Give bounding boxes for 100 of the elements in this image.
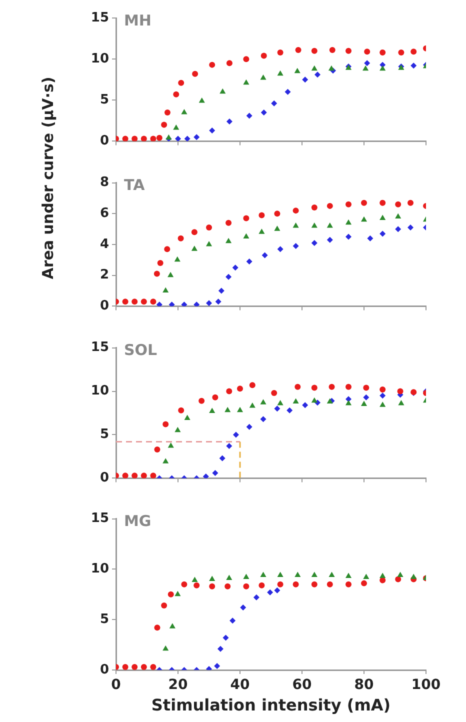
point	[380, 214, 386, 220]
point	[222, 634, 229, 641]
y-tick-label: 15	[90, 10, 109, 26]
y-tick-label: 5	[100, 612, 109, 627]
point	[243, 79, 250, 85]
point	[206, 224, 212, 231]
point	[345, 400, 352, 406]
y-tick-label: 0	[100, 662, 109, 678]
point	[271, 390, 278, 396]
point	[302, 76, 308, 83]
chart-title: MH	[124, 11, 152, 30]
point	[346, 48, 352, 54]
point	[154, 624, 160, 631]
point	[218, 288, 224, 294]
x-tick-label: 80	[354, 677, 374, 694]
point	[286, 407, 293, 414]
x-tick-label: 60	[292, 677, 312, 694]
point	[277, 70, 284, 76]
point	[226, 60, 232, 66]
point	[410, 48, 417, 55]
point	[209, 576, 216, 582]
point	[274, 587, 280, 594]
point	[122, 298, 128, 305]
point	[380, 49, 386, 56]
point	[246, 424, 252, 430]
point	[181, 581, 188, 588]
point	[132, 664, 138, 670]
point	[346, 581, 352, 588]
point	[162, 458, 169, 464]
y-tick-label: 0	[100, 134, 109, 149]
point	[260, 74, 266, 80]
point	[408, 200, 414, 206]
point	[184, 136, 190, 142]
point	[219, 455, 226, 462]
point	[168, 442, 174, 448]
point	[140, 136, 147, 142]
point	[314, 72, 320, 78]
point	[360, 400, 368, 406]
point	[311, 397, 318, 403]
chart-title: SOL	[124, 341, 158, 360]
point	[236, 406, 244, 412]
point	[191, 246, 198, 251]
point	[311, 384, 318, 391]
point	[232, 264, 238, 271]
point	[161, 122, 168, 128]
point	[178, 235, 184, 242]
point	[174, 256, 180, 262]
point	[150, 136, 156, 142]
point	[162, 287, 169, 293]
y-tick-label: 6	[100, 206, 109, 222]
point	[198, 398, 205, 404]
point	[150, 472, 156, 478]
point	[209, 62, 216, 68]
point	[140, 664, 147, 670]
point	[168, 272, 174, 278]
point	[274, 406, 280, 412]
x-axis-title: Stimulation intensity (mA)	[151, 696, 391, 715]
point	[243, 583, 250, 590]
point	[226, 443, 232, 450]
y-tick-label: 4	[100, 236, 109, 252]
point	[194, 582, 200, 588]
point	[249, 382, 256, 388]
point	[408, 224, 414, 231]
point	[184, 414, 190, 420]
point	[311, 48, 318, 54]
point	[397, 388, 404, 394]
point	[277, 400, 284, 406]
point	[326, 581, 333, 588]
point	[398, 400, 404, 406]
point	[294, 384, 301, 390]
point	[132, 136, 138, 142]
y-tick-label: 10	[90, 562, 109, 577]
point	[380, 200, 386, 206]
point	[226, 388, 232, 394]
x-tick-label: 20	[168, 677, 188, 694]
point	[157, 260, 164, 266]
point	[174, 590, 181, 596]
point	[292, 581, 299, 588]
point	[249, 402, 256, 408]
point	[302, 402, 308, 408]
point	[217, 646, 224, 652]
point	[380, 386, 386, 393]
point	[292, 222, 299, 228]
point	[191, 229, 198, 236]
x-tick-label: 0	[111, 677, 122, 694]
point	[246, 112, 252, 119]
point	[258, 228, 265, 234]
point	[232, 432, 239, 438]
point	[194, 302, 200, 306]
point	[274, 210, 280, 217]
point	[361, 580, 367, 586]
point	[361, 200, 367, 206]
point	[274, 226, 280, 231]
point	[226, 274, 232, 280]
point	[260, 109, 267, 116]
point	[260, 399, 266, 404]
point	[240, 604, 246, 611]
point	[164, 246, 170, 252]
point	[175, 136, 181, 142]
point	[156, 134, 162, 141]
